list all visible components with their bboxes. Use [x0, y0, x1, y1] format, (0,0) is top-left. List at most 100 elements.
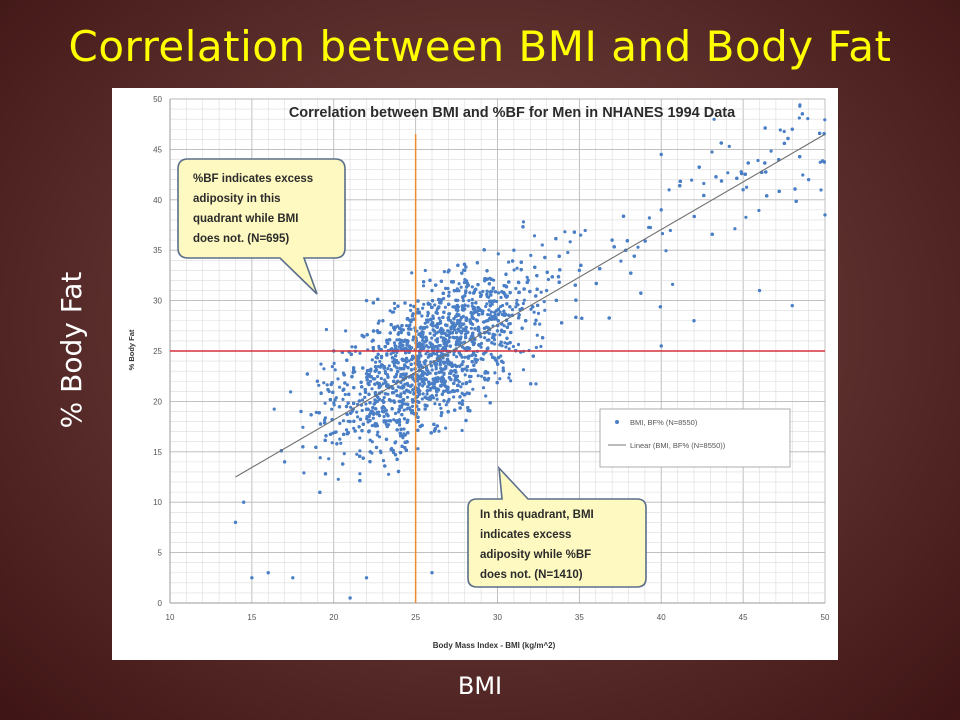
data-point: [417, 311, 422, 315]
data-point: [445, 344, 449, 348]
data-point: [451, 321, 455, 325]
data-point: [430, 345, 434, 349]
data-point: [557, 254, 561, 258]
data-point: [402, 347, 406, 351]
data-point: [386, 341, 390, 345]
data-point: [452, 317, 456, 321]
data-point: [363, 395, 367, 399]
data-point: [483, 336, 487, 340]
data-point: [453, 336, 457, 340]
data-point: [481, 386, 486, 390]
data-point: [800, 112, 805, 116]
data-point: [529, 253, 533, 257]
data-point: [415, 374, 419, 378]
data-point: [798, 104, 802, 108]
data-point: [398, 423, 402, 427]
data-point: [516, 280, 521, 284]
data-point: [424, 344, 429, 348]
data-point: [819, 188, 823, 192]
data-point: [442, 367, 446, 371]
data-point: [386, 367, 390, 371]
data-point: [424, 359, 428, 363]
data-point: [382, 366, 386, 370]
data-point: [481, 289, 485, 293]
data-point: [702, 181, 706, 186]
data-point: [467, 299, 471, 303]
data-point: [477, 343, 481, 347]
data-point: [447, 302, 451, 306]
data-point: [360, 398, 365, 402]
data-point: [392, 418, 396, 422]
data-point: [431, 314, 435, 318]
data-point: [443, 305, 447, 309]
data-point: [647, 216, 652, 220]
data-point: [379, 354, 384, 359]
data-point: [345, 412, 349, 417]
data-point: [417, 356, 421, 360]
data-point: [381, 459, 386, 463]
data-point: [690, 178, 694, 182]
data-point: [377, 319, 381, 323]
data-point: [496, 312, 500, 317]
data-point: [511, 259, 515, 263]
data-point: [450, 280, 454, 284]
data-point: [619, 259, 623, 263]
data-point: [446, 286, 450, 291]
data-point: [372, 402, 376, 406]
data-point: [479, 341, 484, 346]
data-point: [342, 432, 346, 436]
data-point: [437, 316, 441, 320]
data-point: [355, 452, 359, 456]
data-point: [411, 338, 415, 342]
data-point: [416, 447, 420, 451]
data-point: [461, 360, 465, 364]
data-point: [384, 422, 388, 426]
data-point: [522, 298, 526, 302]
data-point: [520, 326, 524, 330]
data-point: [671, 282, 675, 286]
data-point: [489, 352, 493, 356]
data-point: [440, 411, 444, 415]
data-point: [498, 310, 502, 314]
data-point: [396, 332, 400, 336]
data-point: [446, 410, 450, 414]
data-point: [330, 441, 334, 445]
data-point: [326, 388, 330, 392]
data-point: [470, 285, 474, 289]
data-point: [465, 368, 469, 372]
data-point: [417, 407, 421, 412]
data-point: [399, 367, 403, 371]
data-point: [393, 411, 398, 416]
data-point: [431, 385, 435, 389]
data-point: [384, 371, 388, 375]
data-point: [447, 290, 451, 294]
data-point: [439, 406, 443, 410]
data-point: [442, 270, 446, 274]
data-point: [324, 434, 328, 438]
data-point: [529, 382, 533, 386]
data-point: [534, 382, 538, 386]
data-point: [344, 404, 349, 409]
data-point: [460, 428, 464, 433]
data-point: [539, 290, 543, 294]
data-point: [468, 409, 472, 413]
data-point: [405, 407, 409, 411]
data-point: [439, 279, 443, 283]
data-point: [459, 316, 464, 320]
data-point: [647, 225, 651, 229]
data-point: [330, 365, 334, 369]
data-point: [470, 301, 474, 305]
data-point: [512, 268, 516, 272]
data-point: [332, 361, 336, 365]
data-point: [382, 410, 386, 414]
data-point: [322, 381, 326, 385]
data-point: [420, 314, 424, 318]
data-point: [425, 325, 429, 329]
data-point: [507, 313, 511, 317]
data-point: [756, 158, 760, 163]
data-point: [493, 342, 497, 346]
data-point: [345, 428, 349, 432]
data-point: [407, 324, 411, 328]
data-point: [489, 293, 493, 297]
data-point: [416, 307, 420, 311]
